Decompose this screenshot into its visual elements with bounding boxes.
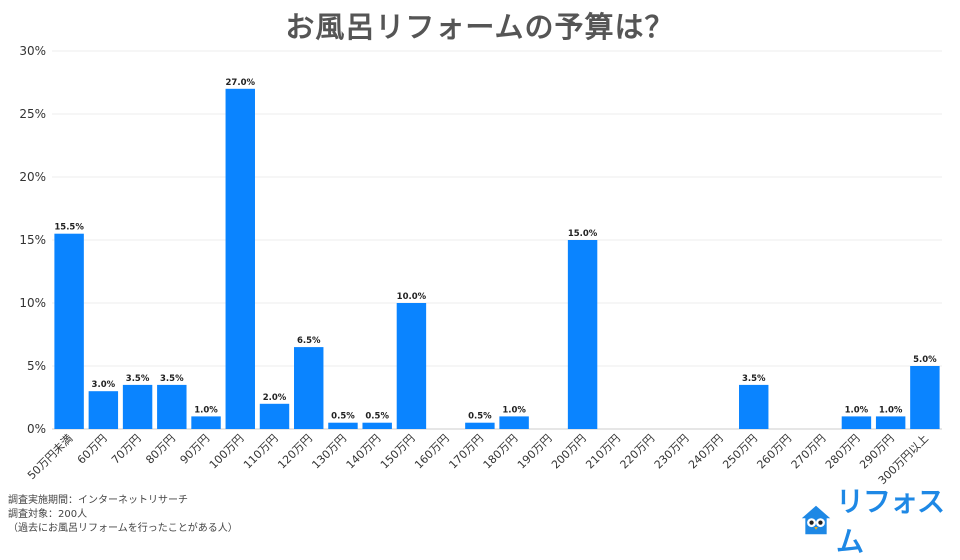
x-tick-label: 100万円 [207,432,247,472]
x-tick-label: 190万円 [515,432,555,472]
y-tick-label: 30% [19,44,46,58]
bar-value-label: 0.5% [468,412,492,422]
x-tick-label: 200万円 [549,432,589,472]
x-tick-label: 70万円 [109,432,144,467]
bar-value-label: 1.0% [845,405,869,415]
survey-condition-note: （過去にお風呂リフォームを行ったことがある人） [8,523,238,534]
bar-value-label: 3.5% [742,374,766,384]
x-tick-label: 120万円 [275,432,315,472]
bar [567,240,598,429]
survey-subject-note: 調査対象：200人 [8,509,88,520]
x-tick-label: 50万円未満 [25,432,75,482]
bar [54,233,84,429]
bar [88,391,119,429]
bar [841,416,872,429]
bar-value-label: 2.0% [263,393,287,403]
brand-logo: リフォスム [800,485,956,558]
bar-value-label: 27.0% [226,78,256,88]
x-tick-label: 230万円 [652,432,692,472]
bar [191,416,221,429]
x-tick-label: 180万円 [481,432,521,472]
bar-value-label: 5.0% [913,355,937,365]
x-tick-label: 260万円 [754,432,794,472]
x-tick-label: 280万円 [823,432,863,472]
bar [157,384,187,429]
bar [875,416,906,429]
x-tick-label: 150万円 [378,432,418,472]
x-tick-label: 270万円 [789,432,829,472]
x-tick-label: 110万円 [241,432,281,472]
bar-value-label: 3.5% [126,374,150,384]
bar-value-label: 1.0% [502,405,526,415]
x-tick-label: 250万円 [720,432,760,472]
bar [499,416,529,429]
bar [328,422,358,429]
x-tick-label: 130万円 [309,432,349,472]
x-tick-label: 220万円 [618,432,658,472]
y-tick-label: 15% [19,233,46,247]
bar [465,422,495,429]
y-tick-label: 0% [27,422,46,436]
survey-notes: 調査実施期間：インターネットリサーチ 調査対象：200人 （過去にお風呂リフォー… [8,494,238,536]
bar-value-label: 0.5% [365,412,389,422]
bar-value-label: 15.5% [54,223,84,233]
bar-value-label: 3.5% [160,374,184,384]
survey-period-note: 調査実施期間：インターネットリサーチ [8,495,188,506]
x-tick-label: 170万円 [446,432,486,472]
bar [910,366,940,429]
bar-value-label: 3.0% [92,380,116,390]
x-tick-label: 60万円 [75,432,110,467]
chart-title: お風呂リフォームの予算は？ [285,10,675,44]
bar-value-label: 15.0% [568,229,598,239]
y-tick-label: 10% [19,296,46,310]
bar-value-label: 0.5% [331,412,355,422]
brand-logo-text: リフォスム [836,485,945,558]
bar-value-label: 1.0% [879,405,903,415]
bar-value-label: 10.0% [397,292,427,302]
y-tick-label: 25% [19,107,46,121]
bar [122,384,153,429]
bar [225,88,255,430]
bar [259,403,290,429]
x-tick-label: 80万円 [143,432,178,467]
bar-chart: 0% 5% 10% 15% 20% 25% 30% 15.5% 50万円未満 3.0% 60万円 3.… [19,44,942,487]
y-tick-label: 20% [19,170,46,184]
bar-value-label: 6.5% [297,336,321,346]
y-tick-label: 5% [27,359,46,373]
bar-value-label: 1.0% [194,405,218,415]
bar [396,303,427,429]
bar [294,347,324,429]
x-tick-label: 140万円 [344,432,384,472]
bar [739,384,769,429]
bar [362,422,392,429]
owl-house-icon [801,505,831,535]
x-tick-label: 210万円 [583,432,623,472]
x-tick-label: 240万円 [686,432,726,472]
x-tick-label: 160万円 [412,432,452,472]
